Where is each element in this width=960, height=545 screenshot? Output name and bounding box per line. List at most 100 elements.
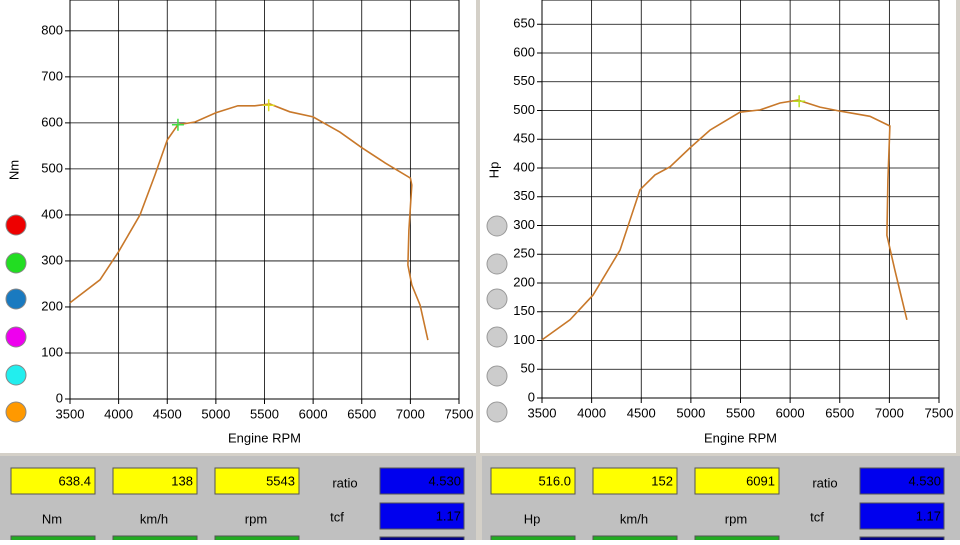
- y-tick-label: 400: [513, 159, 535, 174]
- ratio-label: ratio: [812, 475, 837, 490]
- tcf-value: 1.17: [916, 508, 941, 523]
- y-tick-label: 500: [513, 102, 535, 117]
- y-tick-label: 600: [41, 114, 63, 129]
- x-tick-label: 5500: [726, 405, 755, 420]
- x-axis-label: Engine RPM: [704, 430, 777, 445]
- ratio-value: 4.530: [428, 473, 461, 488]
- tcf-field: [379, 502, 465, 530]
- readout-field: [112, 535, 198, 545]
- x-tick-label: 6000: [776, 405, 805, 420]
- y-tick-label: 800: [41, 22, 63, 37]
- tcf-field: [859, 502, 945, 530]
- cursor-marker: [262, 99, 275, 112]
- channel-button[interactable]: [486, 288, 508, 310]
- right-chart-area: [480, 0, 956, 453]
- readout-value: 638.4: [58, 473, 91, 488]
- left-chart-area: [0, 0, 476, 453]
- x-tick-label: 4500: [153, 406, 182, 421]
- ratio-label: ratio: [332, 475, 357, 490]
- x-tick-label: 7500: [445, 406, 474, 421]
- x-tick-label: 6500: [347, 406, 376, 421]
- x-tick-label: 6500: [825, 405, 854, 420]
- x-tick-label: 5500: [250, 406, 279, 421]
- readout-unit: km/h: [620, 511, 648, 526]
- x-tick-label: 4000: [577, 405, 606, 420]
- tcf-label: tcf: [810, 509, 824, 524]
- y-tick-label: 250: [513, 246, 535, 261]
- cursor-marker: [171, 118, 184, 131]
- channel-button[interactable]: [5, 401, 27, 423]
- readout-field: [214, 467, 300, 495]
- y-tick-label: 200: [41, 298, 63, 313]
- readout-unit: km/h: [140, 511, 168, 526]
- readout-value: 6091: [746, 473, 775, 488]
- y-tick-label: 200: [513, 274, 535, 289]
- y-tick-label: 150: [513, 303, 535, 318]
- tcf-value: 1.17: [436, 508, 461, 523]
- cursor-marker: [793, 95, 806, 108]
- x-tick-label: 7500: [925, 405, 954, 420]
- y-tick-label: 700: [41, 68, 63, 83]
- readout-field: [592, 535, 678, 545]
- y-tick-label: 0: [56, 390, 63, 405]
- x-tick-label: 4000: [104, 406, 133, 421]
- readout-field: [694, 467, 780, 495]
- channel-button[interactable]: [486, 326, 508, 348]
- x-tick-label: 5000: [676, 405, 705, 420]
- y-tick-label: 550: [513, 73, 535, 88]
- y-tick-label: 100: [513, 332, 535, 347]
- readout-field: [10, 535, 96, 545]
- channel-button[interactable]: [5, 252, 27, 274]
- x-tick-label: 3500: [528, 405, 557, 420]
- channel-button[interactable]: [5, 214, 27, 236]
- y-tick-label: 100: [41, 344, 63, 359]
- readout-field: [694, 535, 780, 545]
- readout-unit: Hp: [524, 511, 541, 526]
- x-tick-label: 3500: [56, 406, 85, 421]
- readout-field: [214, 535, 300, 545]
- channel-button[interactable]: [5, 326, 27, 348]
- ratio-field: [379, 467, 465, 495]
- x-tick-label: 5000: [201, 406, 230, 421]
- x-tick-label: 6000: [299, 406, 328, 421]
- readout-field: [490, 467, 576, 495]
- y-tick-label: 0: [528, 389, 535, 404]
- y-tick-label: 500: [41, 160, 63, 175]
- channel-button[interactable]: [486, 365, 508, 387]
- y-tick-label: 350: [513, 188, 535, 203]
- readout-value: 138: [171, 473, 193, 488]
- y-tick-label: 650: [513, 16, 535, 31]
- y-tick-label: 300: [513, 217, 535, 232]
- readout-unit: Nm: [42, 511, 62, 526]
- ratio-field: [859, 467, 945, 495]
- x-axis-label: Engine RPM: [228, 430, 301, 445]
- readout-unit: rpm: [245, 511, 267, 526]
- y-tick-label: 600: [513, 44, 535, 59]
- channel-button[interactable]: [486, 253, 508, 275]
- y-axis-label: Nm: [6, 160, 21, 180]
- readout-field: [490, 535, 576, 545]
- ratio-value: 4.530: [908, 473, 941, 488]
- y-tick-label: 450: [513, 131, 535, 146]
- channel-button[interactable]: [5, 364, 27, 386]
- readout-field: [10, 467, 96, 495]
- readout-field: [112, 467, 198, 495]
- y-tick-label: 300: [41, 252, 63, 267]
- y-tick-label: 700: [513, 0, 535, 2]
- channel-button[interactable]: [486, 215, 508, 237]
- torque-power-curve: [69, 103, 429, 341]
- torque-power-curve: [541, 99, 908, 341]
- tcf-label: tcf: [330, 509, 344, 524]
- channel-button[interactable]: [5, 288, 27, 310]
- readout-value: 152: [651, 473, 673, 488]
- x-tick-label: 7000: [396, 406, 425, 421]
- x-tick-label: 4500: [627, 405, 656, 420]
- channel-button[interactable]: [486, 401, 508, 423]
- x-tick-label: 7000: [875, 405, 904, 420]
- readout-value: 5543: [266, 473, 295, 488]
- channel-buttons[interactable]: [5, 214, 508, 423]
- y-axis-label: Hp: [486, 162, 501, 179]
- readout-unit: rpm: [725, 511, 747, 526]
